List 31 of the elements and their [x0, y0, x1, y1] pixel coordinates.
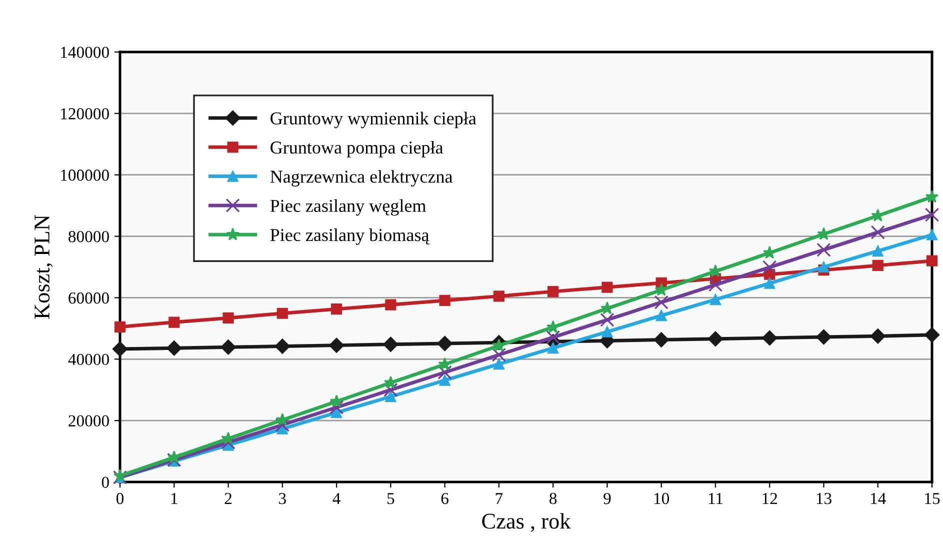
- y-tick-label: 20000: [68, 415, 109, 427]
- legend-label: Gruntowa pompa ciepła: [270, 140, 444, 158]
- y-tick-label: 40000: [68, 354, 109, 366]
- x-tick-label: 2: [224, 492, 232, 504]
- x-axis-title: Czas , rok: [482, 513, 571, 532]
- x-tick-label: 8: [550, 492, 557, 504]
- x-tick-label: 13: [816, 492, 832, 504]
- legend-label: Nagrzewnica elektryczna: [270, 170, 453, 187]
- y-tick-label: 80000: [68, 230, 109, 242]
- x-tick-label: 7: [496, 493, 503, 504]
- y-tick-label: 140000: [61, 46, 109, 58]
- y-axis-title: Koszt, PLN: [34, 215, 53, 319]
- y-tick-label: 0: [102, 476, 109, 488]
- x-tick-label: 12: [762, 492, 778, 504]
- x-tick-label: 11: [708, 492, 722, 504]
- x-tick-label: 0: [116, 492, 124, 504]
- x-tick-label: 14: [871, 492, 886, 504]
- x-tick-label: 4: [332, 493, 340, 504]
- x-tick-label: 5: [387, 493, 394, 504]
- legend-label: Gruntowy wymiennik ciepła: [270, 112, 476, 128]
- y-tick-label: 120000: [61, 108, 109, 120]
- x-tick-label: 9: [604, 492, 611, 504]
- y-tick-label: 60000: [68, 292, 109, 304]
- x-tick-label: 15: [925, 492, 940, 504]
- legend-label: Piec zasilany węglem: [270, 199, 426, 216]
- x-tick-label: 1: [171, 492, 178, 504]
- legend-label: Piec zasilany biomasą: [270, 228, 430, 245]
- x-tick-label: 3: [279, 492, 286, 504]
- x-tick-label: 10: [654, 492, 670, 504]
- y-tick-label: 100000: [61, 170, 109, 181]
- x-tick-label: 6: [441, 492, 448, 504]
